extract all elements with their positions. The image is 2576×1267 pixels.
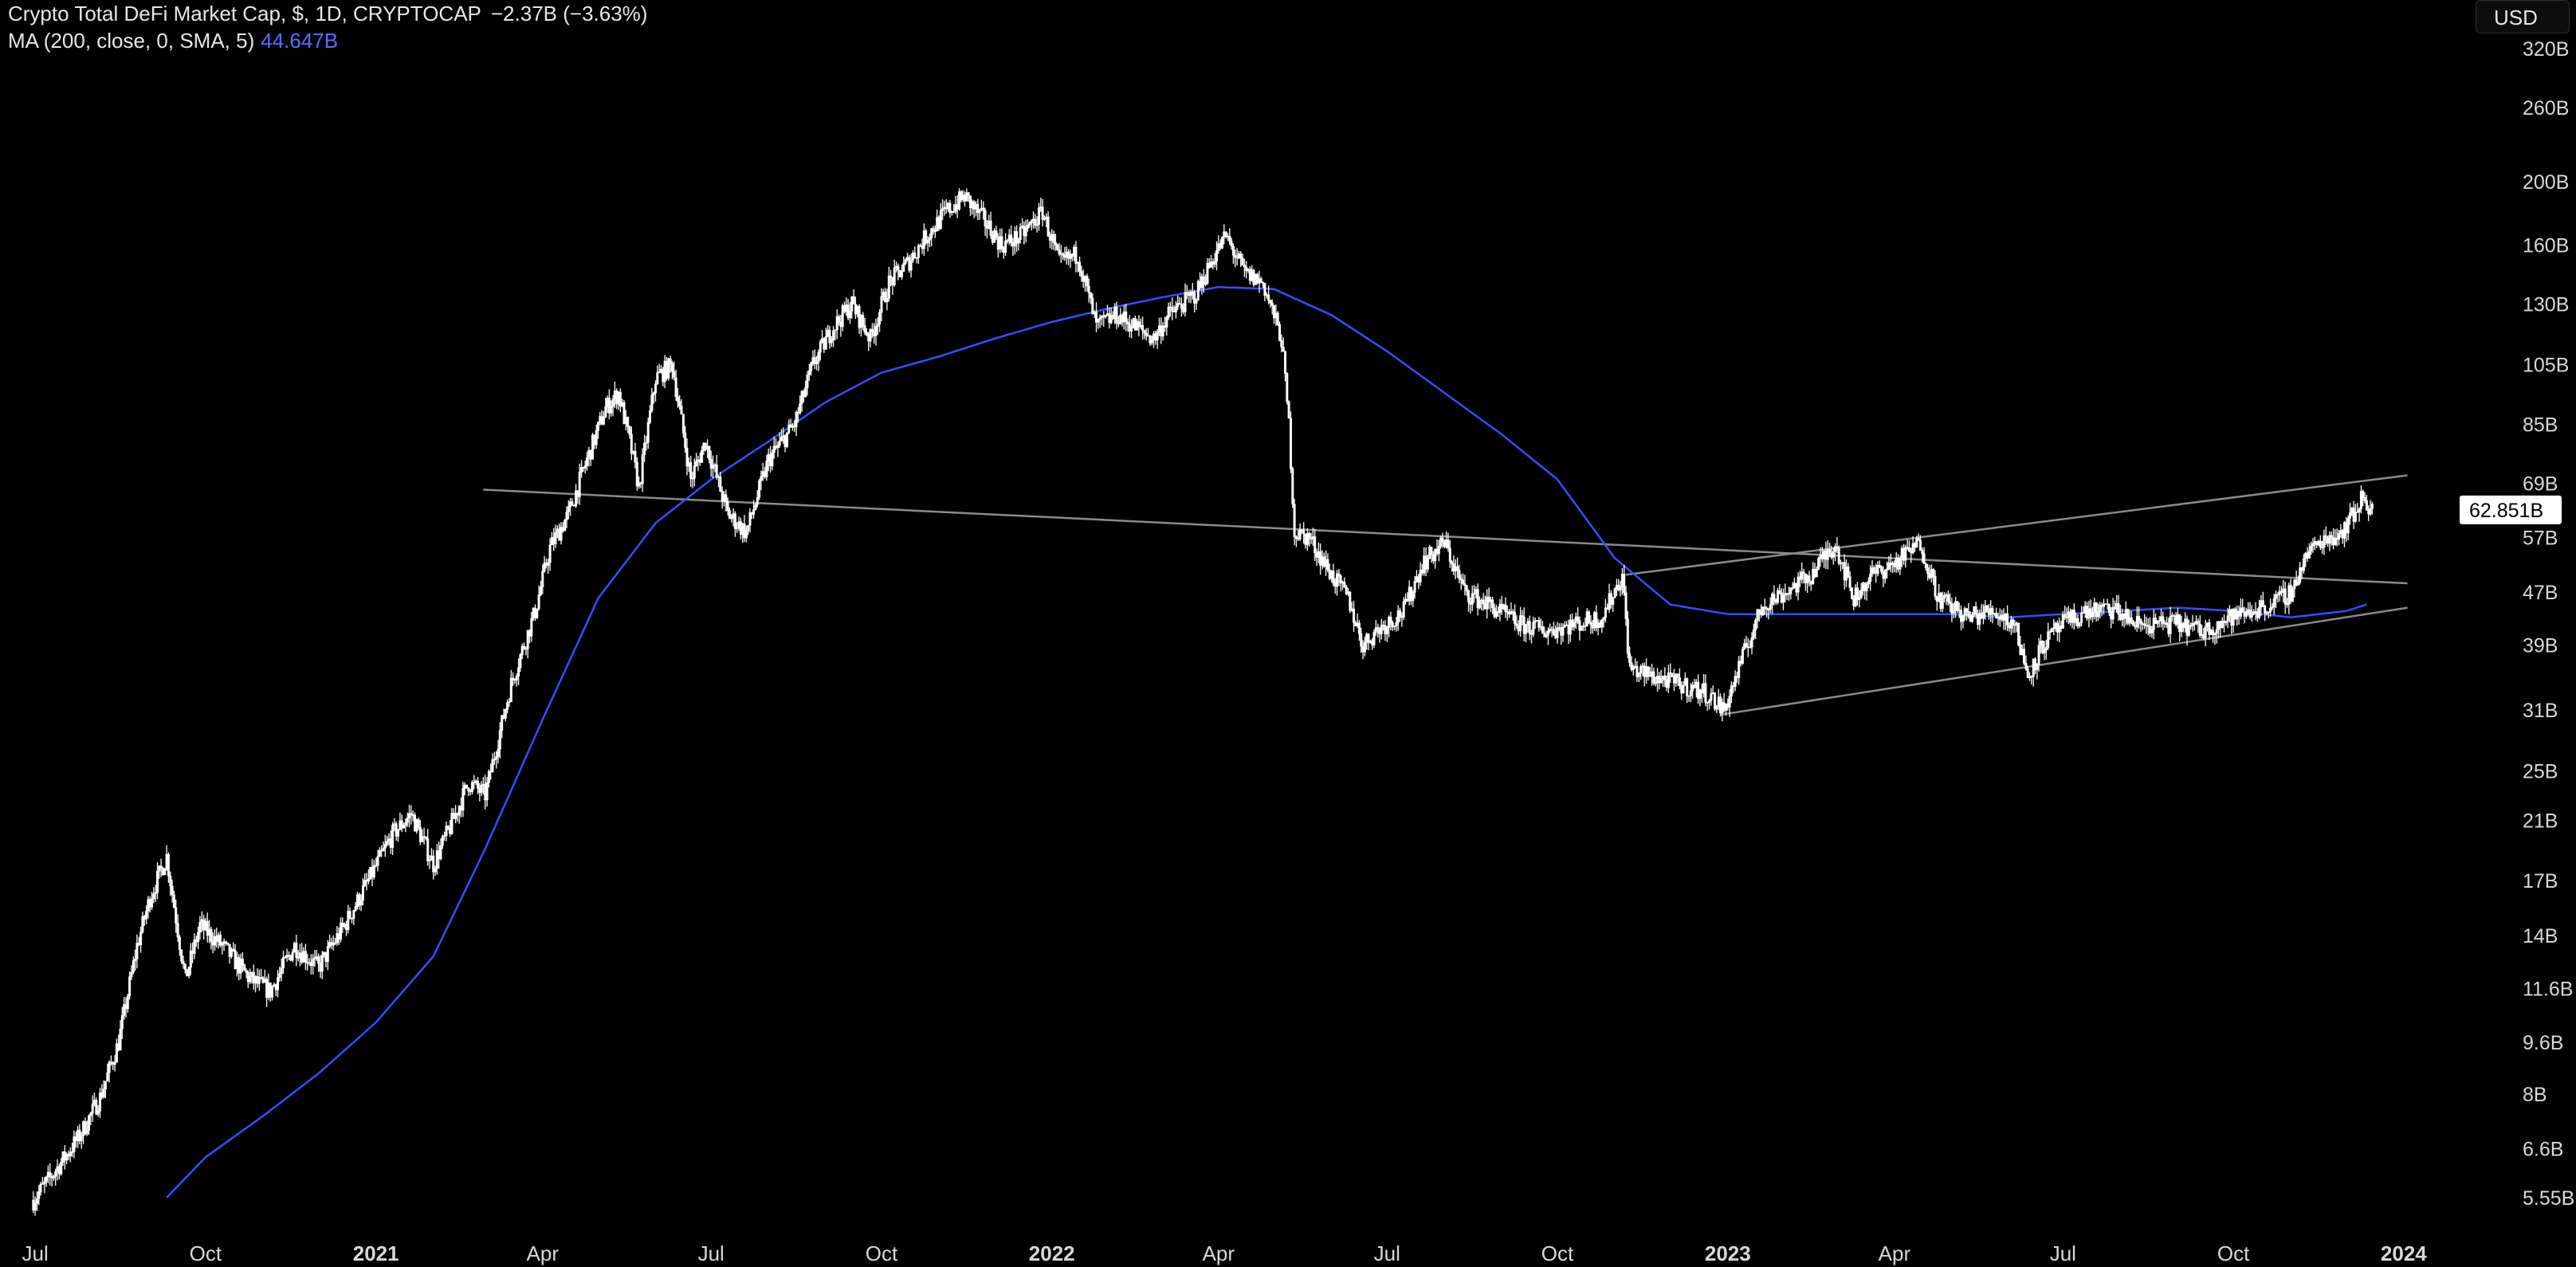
y-tick-label: 85B bbox=[2523, 414, 2558, 437]
x-tick-label: 2022 bbox=[1029, 1242, 1075, 1265]
x-tick-label: Oct bbox=[1541, 1242, 1574, 1265]
x-tick-label: Jul bbox=[1374, 1242, 1400, 1265]
y-tick-label: 11.6B bbox=[2523, 979, 2573, 1001]
x-tick-label: 2024 bbox=[2381, 1242, 2427, 1265]
trendline-1[interactable] bbox=[483, 488, 2408, 585]
y-tick-label: 130B bbox=[2523, 293, 2569, 316]
x-tick-label: Apr bbox=[527, 1242, 560, 1265]
candle-bodies bbox=[32, 191, 2374, 1211]
trendline-2[interactable] bbox=[1625, 474, 2408, 576]
ma-label[interactable]: MA (200, close, 0, SMA, 5) bbox=[8, 29, 255, 53]
x-tick-label: Oct bbox=[866, 1242, 898, 1265]
symbol-legend[interactable]: Crypto Total DeFi Market Cap, $, 1D, CRY… bbox=[8, 2, 647, 26]
symbol-title[interactable]: Crypto Total DeFi Market Cap, $, 1D, CRY… bbox=[8, 2, 481, 25]
x-tick-label: Jul bbox=[2050, 1242, 2076, 1265]
x-tick-label: 2023 bbox=[1705, 1242, 1751, 1265]
y-tick-label: 160B bbox=[2523, 235, 2569, 257]
y-tick-label: 69B bbox=[2523, 473, 2558, 496]
last-price-label: 62.851B bbox=[2469, 500, 2543, 522]
y-tick-label: 105B bbox=[2523, 354, 2569, 376]
y-tick-label: 39B bbox=[2523, 635, 2558, 657]
last-price-marker: 62.851B bbox=[2460, 495, 2562, 524]
y-tick-label: 21B bbox=[2523, 810, 2558, 833]
y-tick-label: 31B bbox=[2523, 700, 2558, 722]
y-tick-label: 5.55B bbox=[2523, 1187, 2574, 1210]
y-tick-label: 57B bbox=[2523, 528, 2558, 550]
ma-line[interactable] bbox=[166, 285, 2367, 1198]
y-tick-label: 25B bbox=[2523, 761, 2558, 783]
price-axis[interactable]: 320B 260B 200B 160B 130B 105B 85B 69B 57B 47B 39B 3… bbox=[2523, 38, 2574, 1210]
x-tick-label: Jul bbox=[22, 1242, 49, 1265]
y-tick-label: 8B bbox=[2523, 1084, 2547, 1106]
y-tick-label: 14B bbox=[2523, 925, 2558, 947]
price-candles bbox=[32, 188, 2374, 1216]
ma-value: 44.647B bbox=[261, 29, 339, 53]
last-price-box bbox=[2460, 495, 2562, 524]
currency-selector[interactable]: USD bbox=[2476, 0, 2570, 33]
moving-average bbox=[166, 285, 2367, 1198]
y-tick-label: 17B bbox=[2523, 870, 2558, 892]
candle-wicks bbox=[33, 188, 2374, 1216]
y-tick-label: 320B bbox=[2523, 38, 2569, 61]
price-change: −2.37B (−3.63%) bbox=[490, 2, 648, 25]
trendlines bbox=[483, 474, 2408, 716]
x-tick-label: Jul bbox=[698, 1242, 724, 1265]
trendline-3[interactable] bbox=[1720, 606, 2408, 716]
indicator-legend[interactable]: MA (200, close, 0, SMA, 5) 44.647B bbox=[8, 29, 338, 53]
x-tick-label: Oct bbox=[2217, 1242, 2250, 1265]
y-tick-label: 9.6B bbox=[2523, 1032, 2563, 1054]
time-axis[interactable]: Jul Oct 2021 Apr Jul Oct 2022 Apr Jul Oct 2023 Apr J… bbox=[22, 1242, 2428, 1265]
x-tick-label: Oct bbox=[190, 1242, 222, 1265]
y-tick-label: 200B bbox=[2523, 171, 2569, 194]
x-tick-label: Apr bbox=[1879, 1242, 1911, 1265]
x-tick-label: 2021 bbox=[353, 1242, 399, 1265]
y-tick-label: 47B bbox=[2523, 582, 2558, 604]
y-tick-label: 260B bbox=[2523, 97, 2569, 120]
x-tick-label: Apr bbox=[1203, 1242, 1235, 1265]
y-tick-label: 6.6B bbox=[2523, 1138, 2563, 1160]
